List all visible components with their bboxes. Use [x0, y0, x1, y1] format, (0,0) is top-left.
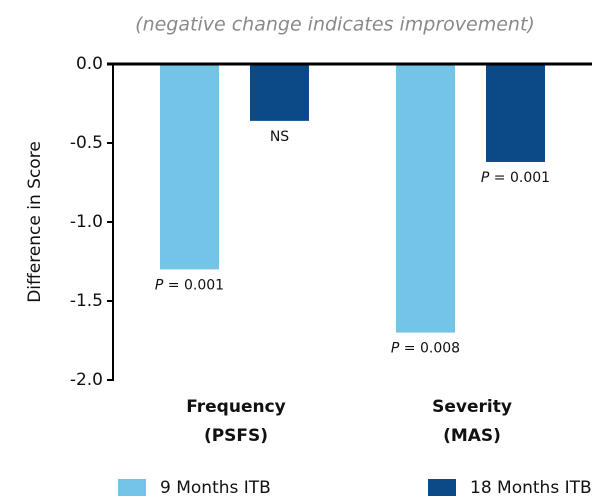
- value-label: NS: [270, 129, 289, 145]
- value-label: P = 0.001: [481, 170, 550, 186]
- x-tick-label: (PSFS): [204, 426, 268, 446]
- bar: [160, 64, 219, 270]
- bar: [486, 64, 545, 162]
- x-tick-label: (MAS): [443, 426, 501, 446]
- y-tick-label: -0.5: [70, 133, 103, 153]
- y-tick-label: 0.0: [76, 54, 103, 74]
- y-axis-label: Difference in Score: [25, 141, 45, 303]
- x-tick-label: Severity: [432, 397, 512, 417]
- value-label: P = 0.001: [155, 277, 224, 293]
- chart-subtitle: (negative change indicates improvement): [135, 14, 535, 36]
- legend-swatch: [428, 479, 456, 496]
- value-label: P = 0.008: [391, 341, 460, 357]
- legend-label: 18 Months ITB: [470, 478, 592, 497]
- y-tick-label: -2.0: [70, 370, 103, 390]
- legend-swatch: [118, 479, 146, 496]
- x-tick-label: Frequency: [186, 397, 286, 417]
- legend-label: 9 Months ITB: [160, 478, 271, 497]
- y-tick-label: -1.5: [70, 291, 103, 311]
- y-tick-label: -1.0: [70, 212, 103, 232]
- bar: [396, 64, 455, 333]
- bar: [250, 64, 309, 121]
